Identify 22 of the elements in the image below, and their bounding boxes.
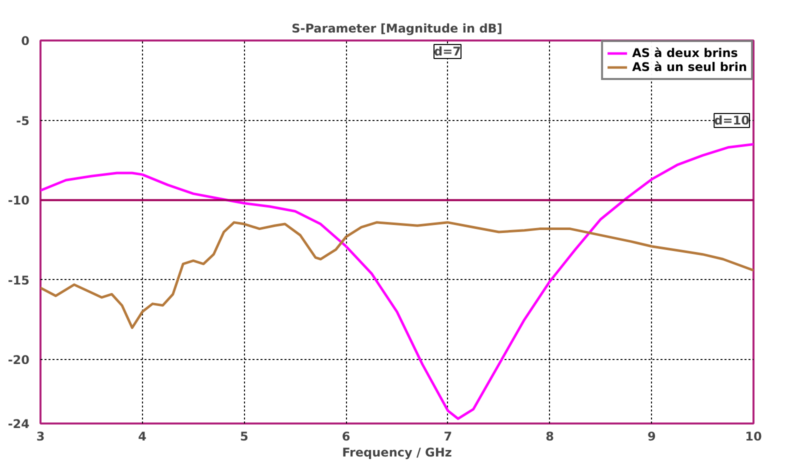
- x-tick-label: 3: [36, 430, 45, 444]
- x-tick-label: 9: [647, 430, 656, 444]
- legend-label: AS à deux brins: [632, 46, 738, 60]
- y-tick-label: -5: [16, 114, 30, 128]
- x-tick-label: 5: [240, 430, 248, 444]
- legend-label: AS à un seul brin: [632, 60, 747, 74]
- x-tick-label: 4: [138, 430, 147, 444]
- x-tick-label: 6: [342, 430, 350, 444]
- y-tick-label: 0: [21, 34, 30, 48]
- y-tick-label: -10: [8, 194, 30, 208]
- chart-title: S-Parameter [Magnitude in dB]: [292, 22, 502, 36]
- y-tick-label: -24: [8, 417, 30, 431]
- x-tick-label: 8: [546, 430, 554, 444]
- x-axis-title: Frequency / GHz: [342, 446, 452, 460]
- line-series: [40, 142, 754, 420]
- y-tick-label: -15: [8, 273, 30, 288]
- x-tick-label: 7: [444, 430, 452, 444]
- line-series: [40, 221, 754, 329]
- annotation: d=10: [714, 114, 750, 128]
- x-tick-label: 10: [745, 430, 762, 444]
- annotation: d=7: [434, 44, 462, 58]
- y-tick-label: -20: [8, 353, 30, 368]
